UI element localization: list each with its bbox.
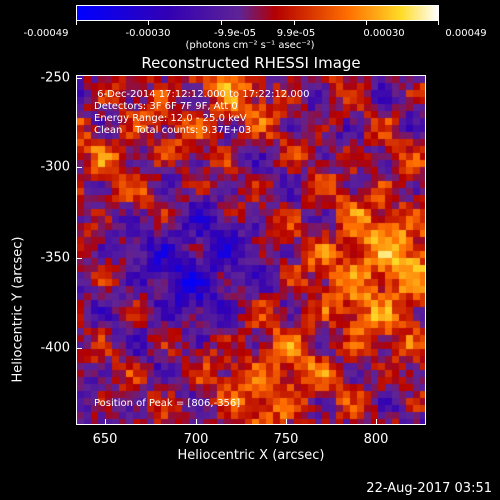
colorbar-tick-mark	[294, 21, 295, 25]
y-tick-label: -350	[40, 250, 70, 266]
x-tick-mark	[286, 419, 287, 425]
x-tick-mark	[376, 419, 377, 425]
x-tick-label: 750	[273, 432, 299, 447]
colorbar-tick-label: -0.00030	[125, 28, 171, 39]
heatmap-image	[77, 76, 425, 424]
colorbar-tick-label: -9.9e-05	[214, 28, 256, 39]
colorbar	[76, 5, 439, 21]
annotation-total-counts: Clean Total counts: 9.37E+03	[94, 125, 252, 136]
annotation-peak-position: Position of Peak = [806,-356]	[94, 398, 241, 409]
y-tick-label: -250	[40, 70, 70, 86]
x-tick-label: 800	[363, 432, 389, 447]
y-tick-mark	[76, 348, 82, 349]
annotation-time-range: 6-Dec-2014 17:12:12.000 to 17:22:12.000	[94, 89, 310, 100]
colorbar-tick-label: 9.9e-05	[276, 28, 316, 39]
x-axis-label: Heliocentric X (arcsec)	[177, 448, 325, 463]
annotation-detectors: Detectors: 3F 6F 7F 9F, Att 0	[94, 101, 238, 112]
y-tick-label: -400	[40, 340, 70, 356]
colorbar-tick-mark	[366, 21, 367, 25]
x-tick-label: 700	[183, 432, 209, 447]
y-tick-mark	[76, 167, 82, 168]
colorbar-tick-mark	[148, 21, 149, 25]
colorbar-tick-label: -0.00049	[23, 28, 69, 39]
colorbar-tick-mark	[438, 21, 439, 25]
x-tick-mark	[196, 419, 197, 425]
colorbar-unit-label: (photons cm⁻² s⁻¹ asec⁻²)	[185, 40, 315, 51]
colorbar-tick-mark	[221, 21, 222, 25]
x-tick-mark	[105, 419, 106, 425]
annotation-energy-range: Energy Range: 12.0 - 25.0 keV	[94, 113, 247, 124]
colorbar-tick-mark	[76, 21, 77, 25]
footer-date: 22-Aug-2017 03:51	[366, 481, 492, 496]
y-tick-mark	[76, 258, 82, 259]
colorbar-tick-label: 0.00030	[363, 28, 405, 39]
chart-title: Reconstructed RHESSI Image	[141, 54, 361, 72]
y-axis-label: Heliocentric Y (arcsec)	[10, 236, 26, 383]
colorbar-tick-label: 0.00049	[445, 28, 487, 39]
y-tick-label: -300	[40, 159, 70, 175]
plot-area	[76, 75, 426, 425]
y-tick-mark	[76, 78, 82, 79]
x-tick-label: 650	[92, 432, 118, 447]
